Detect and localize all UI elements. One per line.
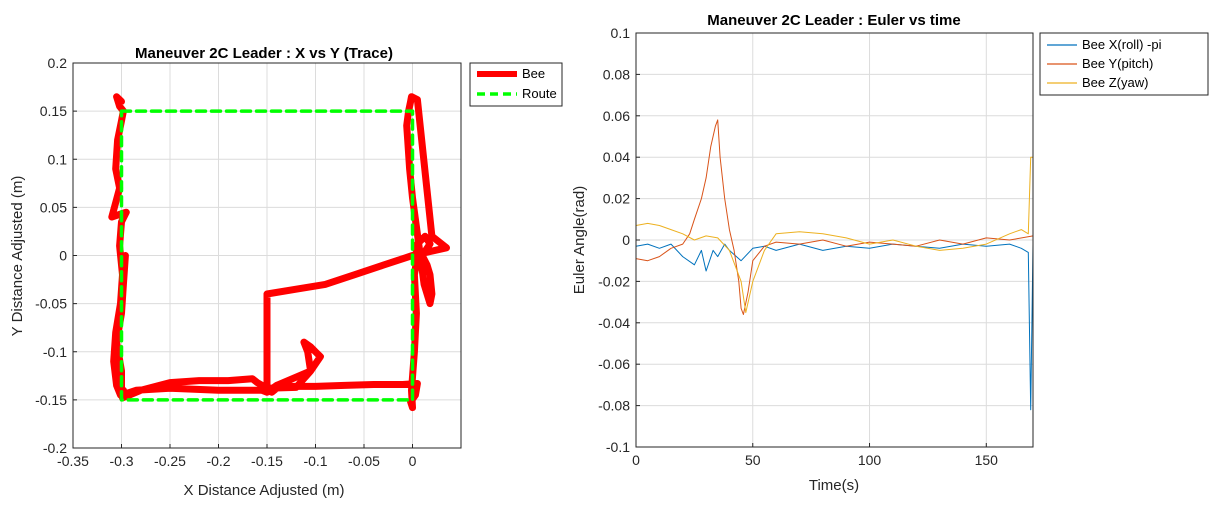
euler-y-tick-label: -0.06 xyxy=(598,356,630,372)
euler-legend-label-pitch: Bee Y(pitch) xyxy=(1082,56,1153,71)
trace-y-tick-label: -0.1 xyxy=(43,344,67,360)
euler-y-axis-label: Euler Angle(rad) xyxy=(571,186,588,294)
euler-legend-label-roll: Bee X(roll) -pi xyxy=(1082,37,1162,52)
euler-x-tick-label: 0 xyxy=(632,452,640,468)
euler-series-bee-x-roll-pi xyxy=(635,243,1034,411)
euler-y-tick-label: 0.08 xyxy=(603,66,630,82)
euler-x-tick-label: 100 xyxy=(858,452,882,468)
euler-y-tick-label: 0.04 xyxy=(603,149,630,165)
euler-chart-title: Maneuver 2C Leader : Euler vs time xyxy=(707,12,960,29)
trace-tick-labels: -0.35 -0.3 -0.25 -0.2 -0.15 -0.1 -0.05 0 -0.2 -0.… xyxy=(35,55,417,469)
euler-series-bee-y-pitch xyxy=(635,119,1034,315)
trace-x-tick-label: -0.3 xyxy=(109,453,133,469)
trace-y-tick-label: 0 xyxy=(59,248,67,264)
euler-y-tick-label: 0.06 xyxy=(603,108,630,124)
euler-legend: Bee X(roll) -pi Bee Y(pitch) Bee Z(yaw) xyxy=(1039,32,1209,96)
trace-x-tick-label: -0.15 xyxy=(251,453,283,469)
trace-y-tick-label: -0.15 xyxy=(35,392,67,408)
euler-x-tick-label: 50 xyxy=(745,452,761,468)
trace-y-tick-label: 0.05 xyxy=(40,199,67,215)
euler-x-axis-label: Time(s) xyxy=(809,477,859,494)
trace-y-tick-label: 0.15 xyxy=(40,103,67,119)
trace-x-tick-label: -0.2 xyxy=(206,453,230,469)
euler-chart: Maneuver 2C Leader : Euler vs time 0 50 10… xyxy=(571,12,1209,494)
euler-y-tick-label: -0.02 xyxy=(598,273,630,289)
euler-y-tick-label: -0.1 xyxy=(606,439,630,455)
euler-series xyxy=(635,119,1034,411)
euler-y-tick-label: 0.1 xyxy=(611,25,631,41)
euler-y-tick-label: -0.08 xyxy=(598,398,630,414)
euler-axes-frame xyxy=(635,32,1034,448)
euler-series-bee-z-yaw xyxy=(635,156,1034,313)
trace-legend-label-route: Route xyxy=(522,86,557,101)
trace-y-tick-label: 0.1 xyxy=(48,151,68,167)
trace-x-tick-label: -0.1 xyxy=(303,453,327,469)
trace-x-tick-label: -0.05 xyxy=(348,453,380,469)
euler-y-tick-label: 0.02 xyxy=(603,191,630,207)
trace-series-route xyxy=(119,109,415,402)
euler-legend-label-yaw: Bee Z(yaw) xyxy=(1082,75,1148,90)
euler-y-tick-label: 0 xyxy=(622,232,630,248)
euler-y-tick-label: -0.04 xyxy=(598,315,630,331)
euler-x-tick-label: 150 xyxy=(975,452,999,468)
trace-legend-box xyxy=(469,62,563,107)
trace-legend: Bee Route xyxy=(469,62,563,107)
trace-y-axis-label: Y Distance Adjusted (m) xyxy=(9,176,26,337)
trace-legend-label-bee: Bee xyxy=(522,66,545,81)
trace-chart-title: Maneuver 2C Leader : X vs Y (Trace) xyxy=(135,45,393,62)
trace-series-bee xyxy=(108,93,450,412)
trace-axes-frame xyxy=(72,62,462,449)
trace-y-tick-label: -0.2 xyxy=(43,440,67,456)
trace-x-tick-label: -0.25 xyxy=(154,453,186,469)
trace-y-tick-label: 0.2 xyxy=(48,55,68,71)
trace-y-tick-label: -0.05 xyxy=(35,296,67,312)
trace-x-axis-label: X Distance Adjusted (m) xyxy=(184,482,345,499)
trace-chart: Maneuver 2C Leader : X vs Y (Trace) -0.3… xyxy=(9,45,563,499)
trace-series xyxy=(108,93,450,412)
trace-x-tick-label: 0 xyxy=(409,453,417,469)
euler-tick-labels: 0 50 100 150 -0.1 -0.08 -0.06 -0.04 -0.02 0 0.02 0.… xyxy=(598,25,998,468)
trace-x-tick-label: -0.35 xyxy=(57,453,89,469)
